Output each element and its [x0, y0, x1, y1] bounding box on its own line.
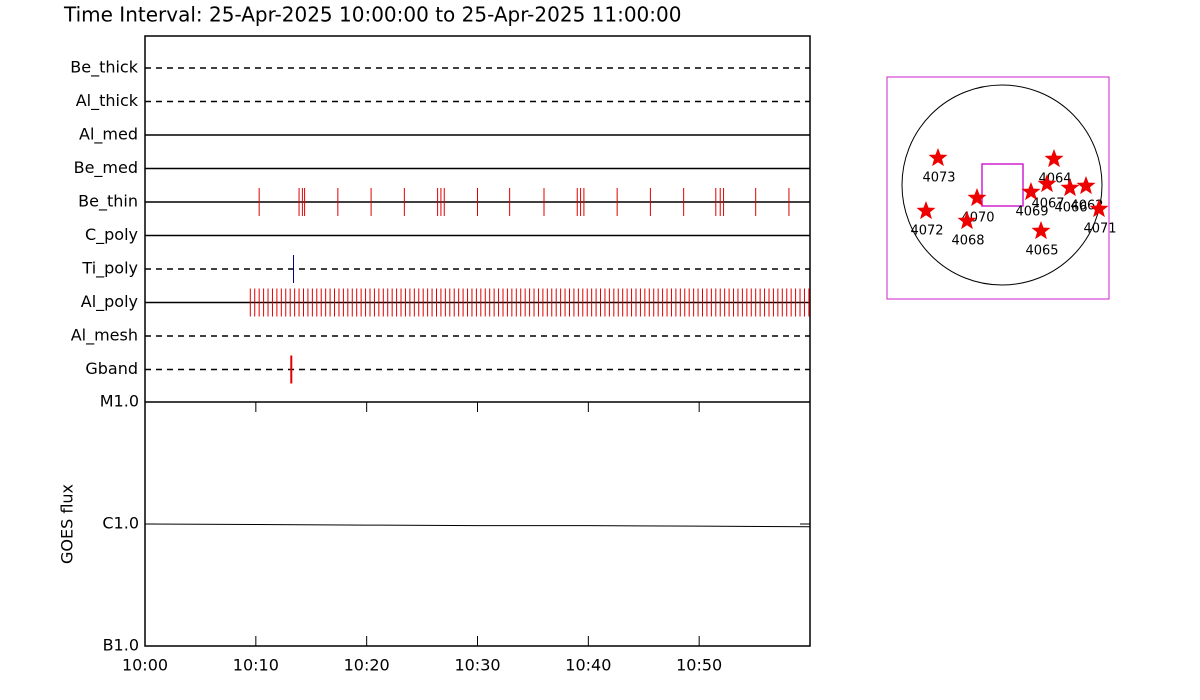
x-tick-label: 10:30: [454, 656, 500, 675]
region-star: [1089, 199, 1109, 218]
x-tick-label: 10:00: [122, 656, 168, 675]
x-tick-label: 10:20: [344, 656, 390, 675]
region-star: [1044, 149, 1064, 168]
region-star: [957, 211, 977, 230]
row-label: Al_mesh: [71, 326, 138, 346]
region-label: 4067: [1031, 197, 1064, 212]
region-label: 4065: [1025, 244, 1058, 259]
row-label: Al_med: [79, 125, 138, 145]
plot-frame: [144, 35, 811, 647]
region-label: 4066: [1054, 201, 1087, 216]
row-label: Gband: [85, 359, 138, 378]
x-tick-label: 10:40: [565, 656, 611, 675]
region-star: [967, 188, 987, 207]
row-label: Be_thin: [78, 192, 138, 212]
region-label: 4068: [951, 234, 984, 249]
x-tick-label: 10:10: [233, 656, 279, 675]
region-star: [928, 148, 948, 167]
y-tick-label: C1.0: [102, 514, 139, 533]
region-label: 4069: [1015, 205, 1048, 220]
map-frame: [886, 76, 1110, 300]
region-star: [1031, 221, 1051, 240]
region-label: 4072: [910, 224, 943, 239]
fov-box: [981, 163, 1024, 207]
row-label: Al_poly: [81, 292, 138, 312]
solar-limb: [901, 84, 1103, 286]
flux-line: [144, 523, 811, 528]
region-star: [1076, 176, 1096, 195]
y-tick-label: B1.0: [103, 636, 139, 655]
y-axis-label: GOES flux: [58, 484, 77, 564]
region-star: [1021, 182, 1041, 201]
region-label: 4073: [922, 171, 955, 186]
row-label: Al_thick: [76, 91, 139, 111]
x-tick-label: 10:50: [676, 656, 722, 675]
row-label: C_poly: [85, 225, 138, 245]
region-star: [916, 201, 936, 220]
region-star: [1060, 178, 1080, 197]
row-label: Be_med: [74, 158, 138, 178]
row-label: Ti_poly: [81, 259, 138, 279]
row-label: Be_thick: [70, 58, 138, 78]
title: Time Interval: 25-Apr-2025 10:00:00 to 2…: [63, 3, 681, 27]
region-label: 4071: [1083, 222, 1116, 237]
region-star: [1037, 174, 1057, 193]
y-tick-label: M1.0: [100, 392, 139, 411]
